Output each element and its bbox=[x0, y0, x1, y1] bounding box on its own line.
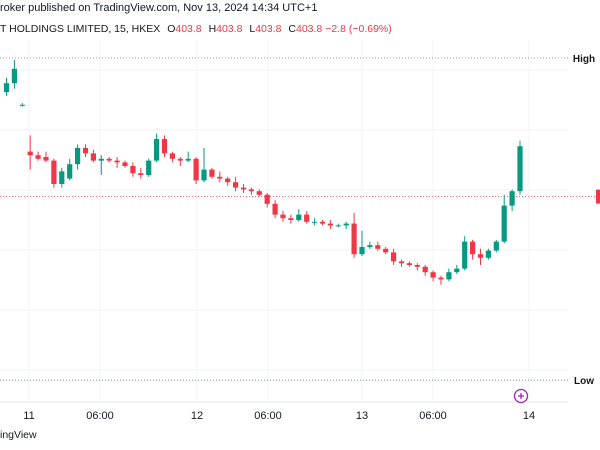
candle-body bbox=[383, 248, 389, 253]
low-value: 403.8 bbox=[255, 23, 282, 35]
candle-body bbox=[312, 221, 318, 223]
candle-body bbox=[59, 171, 65, 184]
time-axis: 11 06:00 12 06:00 13 06:00 14 bbox=[0, 401, 568, 422]
candle-body bbox=[446, 272, 452, 280]
x-tick-label: 06:00 bbox=[86, 410, 114, 422]
candle-body bbox=[130, 166, 136, 174]
candle-body bbox=[185, 158, 191, 161]
candle-body bbox=[272, 203, 278, 215]
candle-body bbox=[438, 277, 444, 280]
candle-body bbox=[90, 153, 96, 161]
x-tick-label: 13 bbox=[356, 410, 368, 422]
candle-body bbox=[509, 191, 515, 206]
candle-body bbox=[233, 182, 239, 188]
candle-body bbox=[414, 265, 420, 267]
candle-body bbox=[398, 261, 405, 264]
candle-body bbox=[67, 164, 73, 179]
candle-body bbox=[43, 157, 49, 161]
candle-body bbox=[485, 250, 491, 258]
candle-body bbox=[27, 151, 33, 156]
candle-body bbox=[82, 148, 89, 154]
candles-layer bbox=[3, 59, 523, 285]
candle-body bbox=[240, 187, 247, 190]
candle-body bbox=[327, 223, 333, 226]
open-value: 403.8 bbox=[175, 23, 202, 35]
symbol-title[interactable]: T HOLDINGS LIMITED, 15, HKEX bbox=[0, 23, 161, 35]
high-label: H bbox=[208, 23, 217, 35]
close-value: 403.8 bbox=[296, 23, 323, 35]
candle-body bbox=[501, 205, 507, 242]
open-label: O bbox=[167, 23, 176, 35]
add-marker-icon[interactable] bbox=[513, 388, 529, 404]
candle-body bbox=[177, 158, 183, 161]
candle-body bbox=[146, 160, 152, 175]
candle-body bbox=[359, 247, 365, 255]
candle-body bbox=[351, 223, 357, 255]
low-label: L bbox=[249, 23, 256, 35]
candle-body bbox=[470, 241, 476, 255]
candle-body bbox=[304, 214, 310, 222]
x-tick-label: 06:00 bbox=[254, 410, 282, 422]
candle-body bbox=[367, 245, 373, 247]
candle-body bbox=[11, 68, 17, 84]
candle-body bbox=[154, 139, 160, 161]
candle-body bbox=[51, 160, 57, 184]
symbol-ohlc-bar: T HOLDINGS LIMITED, 15, HKEX O403.8 H403… bbox=[0, 20, 600, 38]
candle-body bbox=[454, 268, 460, 273]
price-axis: High Low bbox=[573, 54, 600, 387]
candle-body bbox=[343, 223, 349, 226]
candle-body bbox=[375, 245, 381, 249]
low-level-label: Low bbox=[574, 376, 594, 387]
candle-body bbox=[193, 158, 199, 181]
candle-body bbox=[248, 189, 254, 192]
high-value: 403.8 bbox=[216, 23, 243, 35]
candle-body bbox=[493, 241, 499, 251]
candle-body bbox=[430, 272, 436, 278]
published-text: roker published on TradingView.com, Nov … bbox=[0, 2, 318, 14]
candle-body bbox=[335, 225, 341, 227]
candle-body bbox=[201, 169, 207, 181]
candle-body bbox=[35, 155, 41, 159]
candle-body bbox=[75, 148, 81, 165]
candle-body bbox=[122, 162, 128, 166]
candle-body bbox=[477, 254, 484, 258]
candle-body bbox=[422, 266, 428, 273]
candle-body bbox=[256, 191, 262, 195]
chart-grid bbox=[0, 40, 568, 400]
current-price-tag bbox=[596, 189, 600, 204]
high-level-label: High bbox=[573, 54, 595, 65]
level-lines bbox=[0, 57, 600, 381]
close-label: C bbox=[288, 23, 296, 35]
brand-text: ingView bbox=[0, 429, 37, 441]
candle-body bbox=[169, 153, 175, 159]
candle-body bbox=[319, 221, 326, 224]
candle-body bbox=[98, 158, 104, 161]
tradingview-brand[interactable]: ingView bbox=[0, 428, 37, 442]
candle-body bbox=[161, 139, 168, 154]
candle-body bbox=[406, 263, 412, 265]
candle-body bbox=[225, 178, 231, 183]
candle-body bbox=[288, 218, 294, 220]
candle-body bbox=[391, 252, 397, 262]
candle-body bbox=[264, 194, 270, 204]
candle-body bbox=[517, 146, 523, 192]
x-tick-label: 14 bbox=[523, 410, 535, 422]
candle-body bbox=[462, 241, 468, 269]
published-caption: roker published on TradingView.com, Nov … bbox=[0, 0, 600, 18]
candle-body bbox=[106, 158, 112, 161]
change-value: −2.8 (−0.69%) bbox=[325, 23, 392, 35]
candle-body bbox=[114, 160, 120, 163]
x-tick-label: 12 bbox=[191, 410, 203, 422]
x-tick-label: 06:00 bbox=[419, 410, 447, 422]
candle-body bbox=[296, 214, 302, 220]
candle-body bbox=[280, 214, 286, 219]
candle-body bbox=[209, 169, 215, 177]
candle-body bbox=[138, 173, 144, 175]
candle-body bbox=[217, 176, 223, 179]
candle-body bbox=[19, 104, 25, 106]
candle-body bbox=[3, 83, 10, 93]
x-tick-label: 11 bbox=[23, 410, 34, 422]
